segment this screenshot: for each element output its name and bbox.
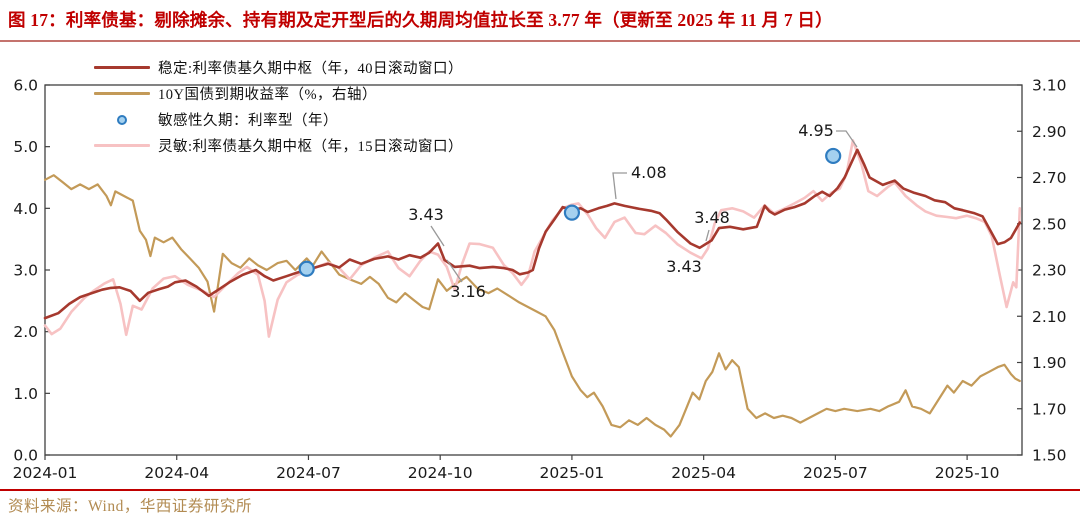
x-axis-tick-label: 2024-10: [408, 464, 473, 482]
data-annotation-label: 3.48: [694, 208, 730, 227]
yield-line-swatch-icon: [94, 92, 150, 95]
x-axis-tick-label: 2024-07: [276, 464, 341, 482]
legend-item-stable: 稳定:利率债基久期中枢（年，40日滚动窗口）: [94, 57, 463, 78]
legend-item-sensitivity-duration: 敏感性久期：利率型（年）: [94, 109, 463, 130]
source-divider-rule: [0, 489, 1080, 491]
data-annotation-label: 3.43: [408, 205, 444, 224]
right-axis-tick-label: 2.70: [1032, 169, 1067, 187]
right-axis-tick-label: 2.30: [1032, 262, 1067, 280]
left-axis-tick-label: 1.0: [13, 385, 38, 403]
title-divider-rule: [0, 40, 1080, 42]
legend-label: 灵敏:利率债基久期中枢（年，15日滚动窗口）: [158, 139, 464, 155]
figure-title: 图 17：利率债基：剔除摊余、持有期及定开型后的久期周均值拉长至 3.77 年（…: [8, 10, 833, 30]
left-axis-tick-label: 6.0: [13, 77, 38, 95]
left-axis-tick-label: 4.0: [13, 200, 38, 218]
series-sensitive-duration-line: [43, 139, 1022, 338]
x-axis-tick-label: 2025-04: [671, 464, 736, 482]
legend-item-sensitive: 灵敏:利率债基久期中枢（年，15日滚动窗口）: [94, 135, 463, 156]
annotation-leader-line: [612, 172, 627, 200]
right-axis-tick-label: 3.10: [1032, 77, 1067, 95]
series-stable-duration-line: [43, 148, 1022, 320]
series-yield-10y-line: [43, 174, 1021, 438]
left-axis-tick-label: 0.0: [13, 447, 38, 465]
x-axis-tick-label: 2025-01: [540, 464, 605, 482]
right-axis-tick-label: 1.70: [1032, 400, 1067, 418]
sensitivity-duration-marker: [825, 147, 842, 165]
legend-label: 敏感性久期：利率型（年）: [158, 113, 338, 129]
right-axis-tick-label: 1.50: [1032, 447, 1067, 465]
chart-legend: 稳定:利率债基久期中枢（年，40日滚动窗口） 10Y国债到期收益率（%，右轴） …: [94, 57, 463, 156]
annotation-leader-line: [705, 229, 710, 242]
x-axis-tick-label: 2025-10: [935, 464, 1000, 482]
sensitivity-duration-marker: [298, 260, 315, 277]
data-annotation-label: 4.95: [798, 121, 834, 140]
annotation-leader-line: [446, 259, 463, 283]
left-axis-tick-label: 3.0: [13, 262, 38, 280]
right-axis-tick-label: 2.10: [1032, 308, 1067, 326]
sensitive-line-swatch-icon: [94, 144, 150, 147]
left-axis-tick-label: 5.0: [13, 138, 38, 156]
x-axis-tick-label: 2024-04: [144, 464, 209, 482]
data-annotation-label: 3.43: [666, 257, 702, 276]
scatter-marker-swatch-icon: [94, 114, 150, 125]
sensitivity-duration-marker: [563, 204, 581, 221]
data-annotation-label: 4.08: [631, 163, 667, 182]
source-attribution: 资料来源：Wind，华西证券研究所: [8, 498, 252, 515]
legend-item-10y-yield: 10Y国债到期收益率（%，右轴）: [94, 83, 463, 104]
legend-label: 10Y国债到期收益率（%，右轴）: [158, 87, 378, 103]
annotation-leader-line: [836, 130, 858, 148]
annotation-leader-line: [430, 225, 445, 247]
right-axis-tick-label: 1.90: [1032, 354, 1067, 372]
stable-line-swatch-icon: [94, 66, 150, 69]
x-axis-tick-label: 2025-07: [803, 464, 868, 482]
left-axis-tick-label: 2.0: [13, 323, 38, 341]
x-axis-tick-label: 2024-01: [13, 464, 78, 482]
legend-label: 稳定:利率债基久期中枢（年，40日滚动窗口）: [158, 61, 464, 77]
data-annotation-label: 3.16: [450, 282, 486, 301]
right-axis-tick-label: 2.90: [1032, 123, 1067, 141]
right-axis-tick-label: 2.50: [1032, 215, 1067, 233]
